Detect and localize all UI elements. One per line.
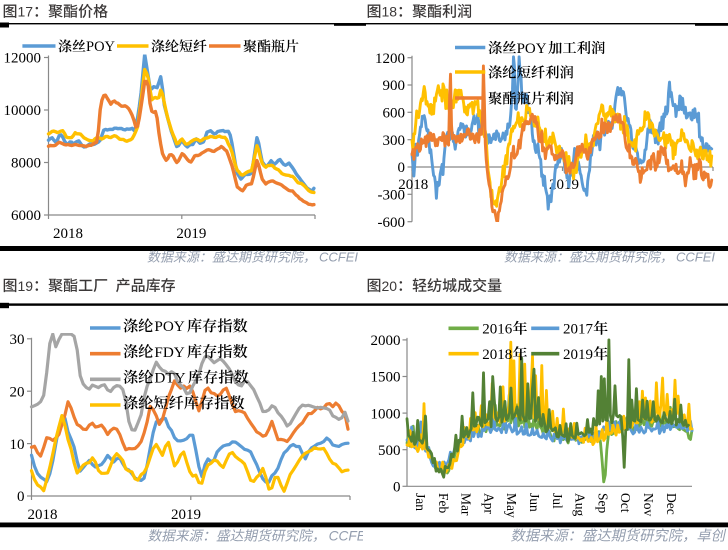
svg-text:-300: -300 <box>378 188 406 204</box>
svg-text:2000: 2000 <box>371 333 401 349</box>
svg-text:Jan: Jan <box>413 493 428 511</box>
svg-text:0: 0 <box>17 489 25 505</box>
svg-text:2018: 2018 <box>53 226 83 242</box>
svg-text:Dec: Dec <box>664 493 679 515</box>
svg-text:Jul: Jul <box>550 493 565 509</box>
svg-text:POY: POY <box>154 318 184 335</box>
svg-text:2019: 2019 <box>549 177 579 193</box>
svg-text:2016: 2016 <box>482 322 513 338</box>
svg-text:10: 10 <box>10 437 25 453</box>
svg-text:Jun: Jun <box>527 493 542 512</box>
svg-text:Sep: Sep <box>595 493 610 514</box>
svg-text:8000: 8000 <box>11 156 41 172</box>
svg-text:May: May <box>504 493 519 518</box>
svg-text:1500: 1500 <box>371 370 401 386</box>
svg-text:2018: 2018 <box>398 177 428 193</box>
svg-text:10000: 10000 <box>4 103 42 119</box>
svg-text:Aug: Aug <box>573 493 588 516</box>
svg-text:Mar: Mar <box>459 493 474 516</box>
svg-text:30: 30 <box>10 332 25 348</box>
svg-text:18: 18 <box>382 4 398 20</box>
svg-text:300: 300 <box>383 133 406 149</box>
svg-text:12000: 12000 <box>4 51 42 67</box>
svg-text:CCFEI: CCFEI <box>676 250 715 265</box>
svg-text:1200: 1200 <box>375 51 405 67</box>
svg-text:2019: 2019 <box>563 347 593 363</box>
svg-text:POY: POY <box>517 41 547 57</box>
svg-text:-600: -600 <box>378 215 406 231</box>
svg-text:2019: 2019 <box>171 507 201 523</box>
svg-text:20: 20 <box>382 278 398 294</box>
svg-text:2018: 2018 <box>482 347 512 363</box>
svg-text:500: 500 <box>378 443 401 459</box>
svg-text:2017: 2017 <box>563 322 594 338</box>
svg-text:Apr: Apr <box>481 493 496 514</box>
svg-text:0: 0 <box>398 160 406 176</box>
svg-text:2018: 2018 <box>28 507 58 523</box>
svg-text:19: 19 <box>18 278 34 294</box>
svg-text:FDY: FDY <box>154 344 184 361</box>
svg-text:6000: 6000 <box>11 208 41 224</box>
svg-text:600: 600 <box>383 106 406 122</box>
svg-text:2019: 2019 <box>176 226 206 242</box>
svg-text:Nov: Nov <box>641 493 656 516</box>
svg-text:CCFEI: CCFEI <box>319 250 358 265</box>
svg-text:POY: POY <box>86 39 116 55</box>
svg-text:0: 0 <box>393 480 401 496</box>
svg-text:DTY: DTY <box>154 370 185 387</box>
svg-text:1000: 1000 <box>371 406 401 422</box>
svg-text:20: 20 <box>10 384 25 400</box>
svg-text:CCFEI: CCFEI <box>329 529 370 544</box>
svg-text:900: 900 <box>383 78 406 94</box>
svg-text:Oct: Oct <box>618 493 633 513</box>
svg-text:17: 17 <box>18 4 34 20</box>
svg-text:Feb: Feb <box>436 493 451 514</box>
